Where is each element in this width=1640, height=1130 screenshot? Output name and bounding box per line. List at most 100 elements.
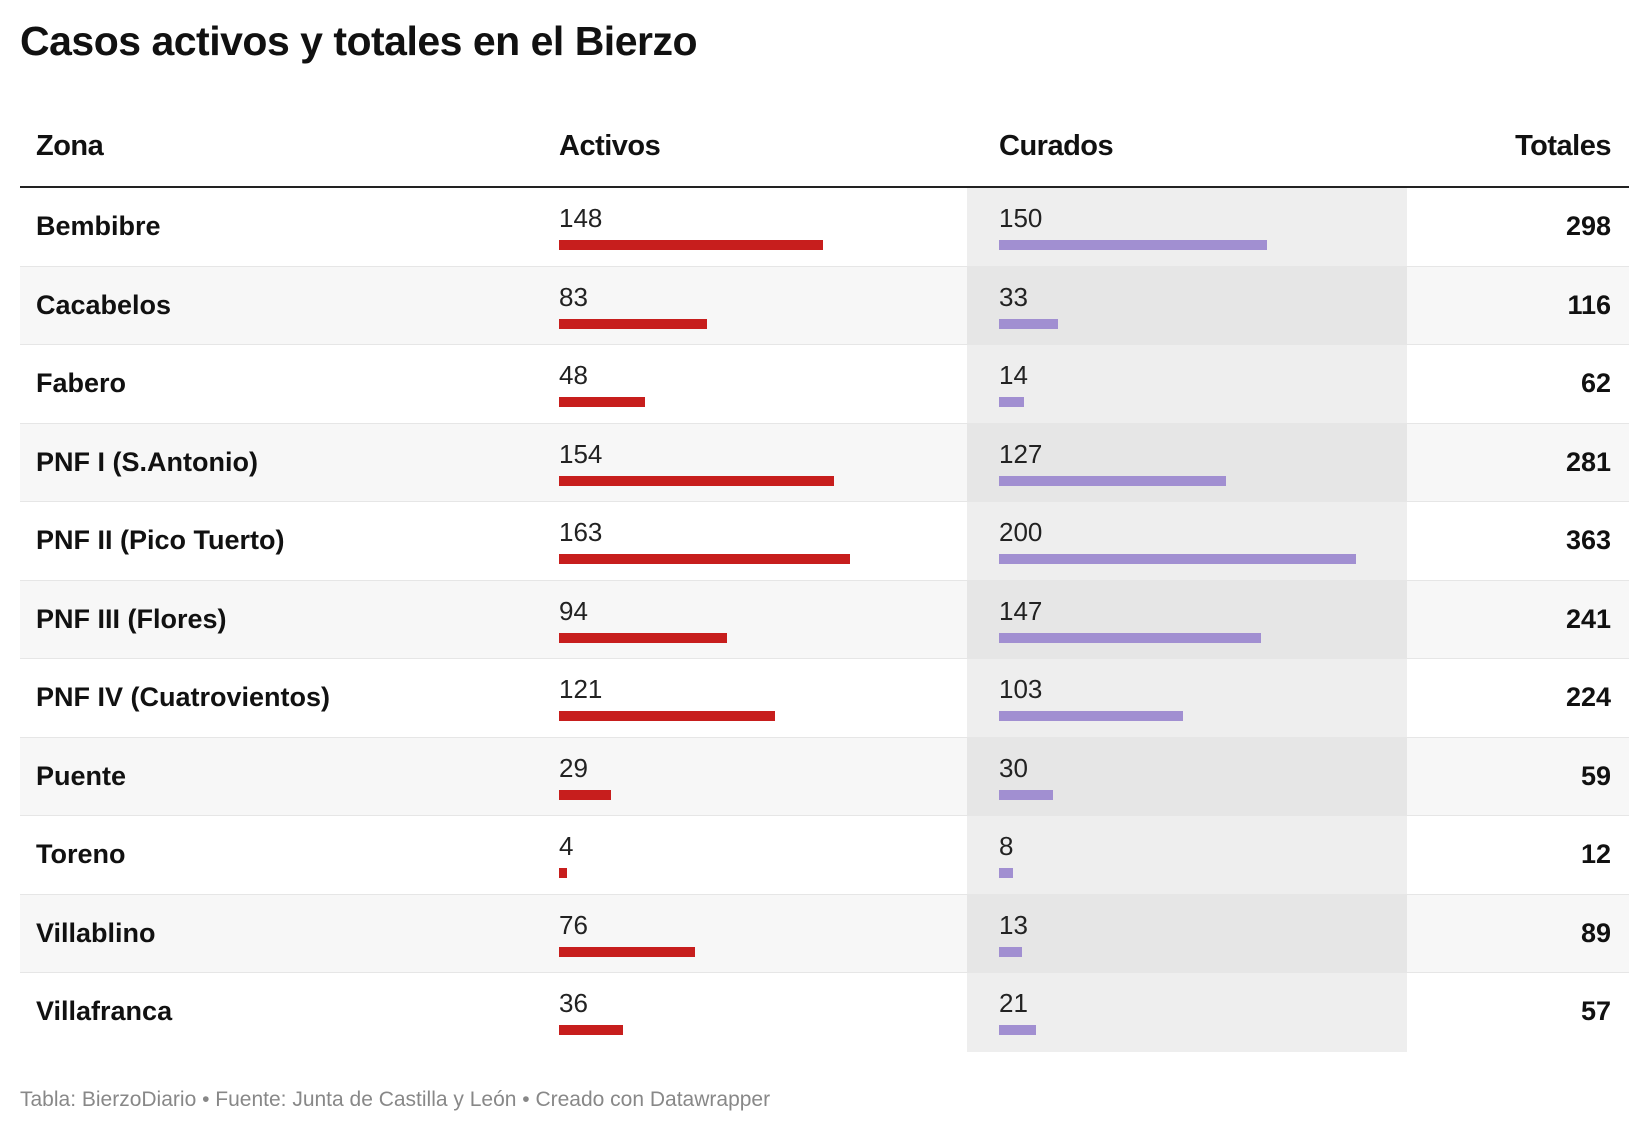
activos-value: 36 — [559, 988, 588, 1018]
activos-value: 76 — [559, 909, 588, 940]
activos-value: 94 — [559, 595, 588, 626]
cell-curados: 13 — [999, 910, 1389, 957]
cell-activos: 4 — [559, 831, 949, 878]
cell-activos: 83 — [559, 282, 949, 329]
cell-activos: 148 — [559, 203, 949, 250]
cell-activos: 163 — [559, 517, 949, 564]
activos-value: 163 — [559, 517, 603, 547]
data-table: Zona Activos Curados Totales Bembibre 148… — [20, 115, 1629, 1052]
cell-curados: 21 — [999, 988, 1389, 1035]
activos-value: 4 — [559, 831, 574, 861]
curados-bar — [999, 789, 1053, 800]
curados-value: 8 — [999, 831, 1014, 861]
cell-activos: 36 — [559, 988, 949, 1035]
curados-bar — [999, 397, 1024, 407]
cell-curados: 147 — [999, 596, 1389, 643]
chart-title: Casos activos y totales en el Bierzo — [20, 18, 698, 64]
activos-value: 148 — [559, 203, 603, 233]
cell-activos: 76 — [559, 910, 949, 957]
cell-totales: 57 — [1580, 996, 1611, 1026]
activos-bar — [559, 1025, 624, 1035]
curados-bar — [999, 318, 1058, 329]
curados-value: 21 — [999, 988, 1028, 1018]
curados-bar — [999, 946, 1023, 957]
header-curados[interactable]: Curados — [999, 130, 1114, 162]
table-row: PNF III (Flores) 94 147 241 — [20, 581, 1629, 659]
activos-value: 121 — [559, 674, 603, 704]
header-totales[interactable]: Totales — [1515, 130, 1611, 162]
cell-totales: 12 — [1580, 839, 1611, 869]
header-activos[interactable]: Activos — [559, 130, 661, 162]
cell-zona: PNF I (S.Antonio) — [36, 446, 258, 477]
activos-bar — [559, 711, 775, 721]
cell-activos: 94 — [559, 596, 949, 643]
cell-curados: 200 — [999, 517, 1389, 564]
cell-curados: 8 — [999, 831, 1389, 878]
cell-totales: 116 — [1567, 289, 1611, 320]
cell-curados: 30 — [999, 753, 1389, 800]
curados-column-background — [967, 188, 1407, 1052]
cell-zona: PNF III (Flores) — [36, 603, 227, 634]
cell-curados: 127 — [999, 439, 1389, 486]
curados-value: 13 — [999, 909, 1028, 940]
header-zona[interactable]: Zona — [36, 130, 104, 162]
curados-value: 14 — [999, 360, 1028, 390]
cell-zona: Bembibre — [36, 211, 161, 241]
cell-zona: PNF II (Pico Tuerto) — [36, 525, 285, 555]
curados-bar — [999, 475, 1226, 486]
activos-value: 83 — [559, 281, 588, 312]
cell-zona: Villafranca — [36, 996, 173, 1026]
cell-totales: 224 — [1565, 682, 1611, 712]
cell-zona: Cacabelos — [36, 289, 172, 320]
activos-bar — [559, 240, 824, 250]
footer-credits: Tabla: BierzoDiario • Fuente: Junta de C… — [20, 1088, 771, 1111]
cell-totales: 241 — [1565, 603, 1611, 634]
curados-bar — [999, 868, 1014, 878]
cell-zona: Villablino — [36, 917, 156, 948]
cell-totales: 59 — [1580, 760, 1611, 791]
curados-value: 150 — [999, 203, 1043, 233]
table-row: Fabero 48 14 62 — [20, 345, 1629, 424]
table-row: Villafranca 36 21 57 — [20, 973, 1629, 1052]
curados-value: 30 — [999, 752, 1028, 783]
activos-value: 48 — [559, 360, 588, 390]
cell-zona: PNF IV (Cuatrovientos) — [36, 682, 331, 712]
table-row: PNF II (Pico Tuerto) 163 200 363 — [20, 502, 1629, 581]
table-row: Puente 29 30 59 — [20, 738, 1629, 816]
activos-bar — [559, 789, 611, 800]
curados-value: 33 — [999, 281, 1028, 312]
cell-curados: 103 — [999, 674, 1389, 721]
activos-value: 154 — [559, 438, 603, 469]
curados-value: 200 — [999, 517, 1043, 547]
curados-bar — [999, 1025, 1037, 1035]
activos-bar — [559, 475, 834, 486]
cell-activos: 154 — [559, 439, 949, 486]
cell-activos: 121 — [559, 674, 949, 721]
curados-bar — [999, 711, 1183, 721]
table-row: PNF I (S.Antonio) 154 127 281 — [20, 424, 1629, 502]
curados-bar — [999, 240, 1267, 250]
table-row: Villablino 76 13 89 — [20, 895, 1629, 973]
cell-activos: 29 — [559, 753, 949, 800]
activos-bar — [559, 318, 708, 329]
table-body: Bembibre 148 150 298 Cacabelos 83 33 116 Fabero 4… — [20, 188, 1629, 1052]
cell-zona: Fabero — [36, 368, 127, 398]
cell-zona: Toreno — [36, 839, 126, 869]
cell-totales: 89 — [1580, 917, 1611, 948]
curados-value: 147 — [999, 595, 1043, 626]
cell-totales: 298 — [1565, 211, 1611, 241]
curados-bar — [999, 632, 1262, 643]
cell-activos: 48 — [559, 360, 949, 407]
cell-curados: 14 — [999, 360, 1389, 407]
activos-value: 29 — [559, 752, 588, 783]
cell-curados: 150 — [999, 203, 1389, 250]
cell-totales: 62 — [1580, 368, 1611, 398]
table-row: Toreno 4 8 12 — [20, 816, 1629, 895]
table-row: Cacabelos 83 33 116 — [20, 267, 1629, 345]
activos-bar — [559, 397, 645, 407]
activos-bar — [559, 554, 850, 564]
table-row: PNF IV (Cuatrovientos) 121 103 224 — [20, 659, 1629, 738]
cell-totales: 363 — [1565, 525, 1611, 555]
activos-bar — [559, 868, 567, 878]
curados-value: 103 — [999, 674, 1043, 704]
